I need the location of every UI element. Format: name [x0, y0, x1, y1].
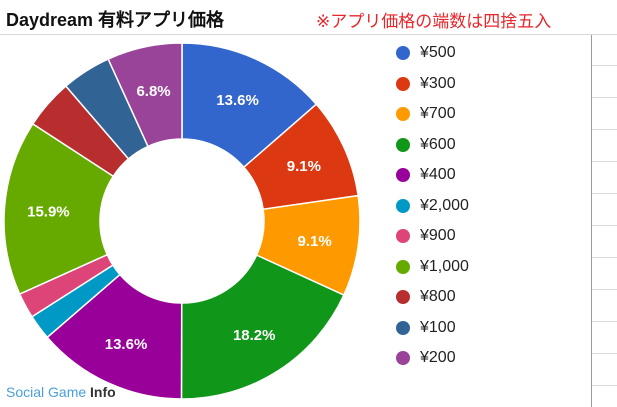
- legend-label: ¥2,000: [420, 196, 469, 214]
- legend-item[interactable]: ¥800: [396, 282, 469, 313]
- slice-percent-label: 13.6%: [216, 92, 259, 109]
- rounding-note: ※アプリ価格の端数は四捨五入: [316, 12, 552, 31]
- watermark-bold-text: Info: [90, 384, 116, 400]
- legend-label: ¥300: [420, 74, 456, 92]
- chart-legend: ¥500 ¥300 ¥700 ¥600 ¥400 ¥2,000 ¥900 ¥1,000 ¥800…: [396, 38, 469, 374]
- legend-item[interactable]: ¥200: [396, 343, 469, 374]
- legend-label: ¥600: [420, 135, 456, 153]
- title-bar: Daydream 有料アプリ価格 ※アプリ価格の端数は四捨五入: [0, 0, 617, 35]
- legend-swatch: [396, 168, 410, 183]
- slice-percent-label: 13.6%: [105, 336, 148, 353]
- legend-item[interactable]: ¥400: [396, 160, 469, 191]
- legend-swatch: [396, 351, 410, 366]
- slice-percent-label: 6.8%: [136, 83, 170, 100]
- legend-swatch: [396, 198, 410, 213]
- legend-swatch: [396, 137, 410, 152]
- legend-swatch: [396, 290, 410, 305]
- legend-item[interactable]: ¥500: [396, 38, 469, 69]
- slice-percent-label: 18.2%: [233, 327, 276, 344]
- legend-label: ¥100: [420, 318, 456, 336]
- slice-percent-label: 15.9%: [27, 204, 70, 221]
- legend-swatch: [396, 107, 410, 122]
- legend-item[interactable]: ¥700: [396, 99, 469, 130]
- legend-item[interactable]: ¥600: [396, 130, 469, 161]
- legend-swatch: [396, 46, 410, 61]
- donut-slice[interactable]: [3, 122, 115, 296]
- legend-swatch: [396, 320, 410, 335]
- donut-slice[interactable]: [180, 254, 345, 400]
- legend-label: ¥800: [420, 288, 456, 306]
- legend-label: ¥200: [420, 349, 456, 367]
- donut-chart: 13.6% 9.1% 9.1% 18.2% 13.6% 15.9% 6.8%: [3, 42, 361, 400]
- watermark-text: Social Game: [6, 384, 91, 400]
- watermark: Social Game Info: [6, 384, 116, 400]
- slice-percent-label: 9.1%: [287, 158, 321, 175]
- slice-percent-label: 9.1%: [298, 233, 332, 250]
- legend-item[interactable]: ¥900: [396, 221, 469, 252]
- legend-label: ¥700: [420, 105, 456, 123]
- legend-label: ¥400: [420, 166, 456, 184]
- legend-item[interactable]: ¥2,000: [396, 191, 469, 222]
- donut-slice[interactable]: [107, 42, 183, 148]
- legend-label: ¥500: [420, 44, 456, 62]
- legend-item[interactable]: ¥300: [396, 69, 469, 100]
- legend-swatch: [396, 229, 410, 244]
- chart-title: Daydream 有料アプリ価格: [6, 10, 225, 30]
- legend-swatch: [396, 259, 410, 274]
- spreadsheet-gridlines: [591, 35, 617, 407]
- legend-label: ¥1,000: [420, 257, 469, 275]
- legend-label: ¥900: [420, 227, 456, 245]
- legend-item[interactable]: ¥1,000: [396, 252, 469, 283]
- legend-swatch: [396, 76, 410, 91]
- legend-item[interactable]: ¥100: [396, 313, 469, 344]
